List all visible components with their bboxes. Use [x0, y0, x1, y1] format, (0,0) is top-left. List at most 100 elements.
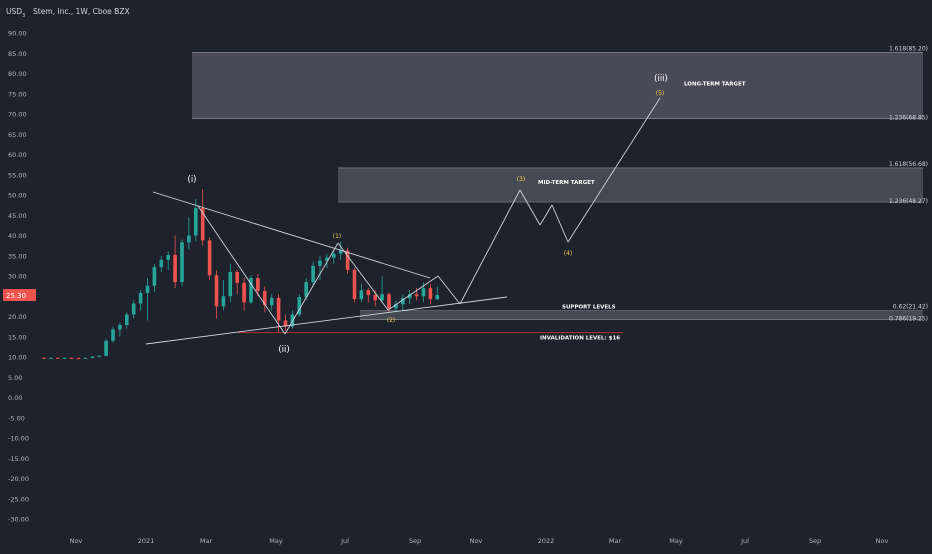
candle-body: [228, 271, 233, 297]
wave-label: (3): [517, 176, 526, 183]
candle-body: [152, 267, 157, 286]
wave-label: (i): [188, 175, 197, 185]
wave-line: [459, 189, 521, 305]
long-term-zone: [192, 52, 923, 119]
y-axis[interactable]: 90.00 85.00 80.00 75.00 70.00 65.00 60.00 55.00…: [3, 30, 36, 524]
candle-body: [118, 325, 122, 330]
candle-body: [414, 294, 419, 297]
candle-body: [366, 290, 371, 296]
candle-body: [125, 314, 129, 326]
candle-body: [428, 288, 433, 300]
candle-body: [352, 269, 357, 300]
candle-body: [200, 207, 205, 241]
wave-label: (1): [333, 233, 342, 240]
wave-line: [145, 296, 508, 345]
y-tick-label: 90.00: [8, 30, 27, 38]
candle-body: [263, 290, 267, 306]
x-tick-label: Mar: [200, 537, 213, 545]
y-tick-label: 65.00: [8, 131, 27, 139]
y-tick-label: 5.00: [8, 374, 22, 382]
wave-label: (5): [656, 90, 665, 97]
x-tick-label: Jul: [340, 537, 349, 545]
wave-label: (2): [387, 317, 396, 324]
x-tick-label: Nov: [470, 537, 483, 545]
candle-body: [194, 207, 198, 236]
wave-label: (iii): [654, 74, 668, 84]
candle-body: [104, 340, 108, 356]
candle-body: [111, 329, 115, 341]
candle-body: [187, 235, 191, 243]
candle-body: [145, 285, 150, 294]
x-tick-label: Mar: [609, 537, 622, 545]
candle-body: [380, 294, 384, 301]
candle-body: [359, 290, 364, 300]
candle-body: [76, 358, 81, 360]
candle-body: [180, 242, 184, 283]
y-tick-label: 55.00: [8, 171, 27, 179]
candle-body: [221, 296, 226, 307]
wave-line: [437, 275, 461, 305]
y-tick-label: 50.00: [8, 192, 27, 200]
candle-body: [69, 357, 74, 359]
y-tick-label: 0.00: [8, 394, 22, 402]
wave-line: [152, 191, 431, 279]
candles: [42, 188, 440, 360]
wave-line: [197, 205, 286, 335]
y-tick-label: -20.00: [8, 475, 29, 483]
y-tick-label: 45.00: [8, 212, 27, 220]
wave-line: [337, 242, 389, 311]
wave-line: [284, 242, 339, 335]
x-axis[interactable]: Nov 2021 Mar May Jul Sep Nov 2022 Mar May Jul Sep No…: [70, 537, 889, 545]
wave-line: [539, 204, 553, 226]
mid-term-zone: [338, 167, 923, 203]
wave-line: [551, 204, 569, 243]
fib-label: 1.618(85.20): [889, 45, 928, 52]
candle-body: [90, 356, 95, 358]
y-tick-label: -5.00: [8, 414, 25, 422]
x-tick-label: May: [669, 537, 683, 545]
x-tick-label: Nov: [876, 537, 889, 545]
y-tick-label: -25.00: [8, 495, 29, 503]
fib-label: 0.786(19.25): [889, 316, 928, 323]
y-tick-label: 35.00: [8, 252, 27, 260]
candle-body: [332, 253, 336, 258]
candle-body: [42, 357, 46, 359]
candle-body: [276, 297, 281, 321]
y-tick-label: 80.00: [8, 70, 27, 78]
candle-body: [235, 271, 239, 283]
candle-body: [338, 250, 343, 254]
zone-label: MID-TERM TARGET: [538, 180, 595, 186]
candle-body: [407, 294, 412, 299]
candle-body: [207, 240, 212, 276]
candle-body: [325, 257, 329, 261]
candle-body: [131, 303, 136, 315]
candle-body: [373, 295, 377, 301]
x-tick-label: Sep: [809, 537, 821, 545]
y-tick-label: 75.00: [8, 90, 27, 98]
candle-body: [421, 288, 426, 297]
candle-body: [159, 259, 164, 268]
last-price-badge: [3, 289, 36, 302]
zone-label: SUPPORT LEVELS: [562, 304, 616, 310]
support-zone: [360, 310, 923, 320]
candle-body: [242, 282, 246, 303]
chart-title: Stem, Inc., 1W, Cboe BZX: [33, 7, 130, 16]
candle-body: [401, 298, 405, 305]
candle-body: [283, 320, 288, 327]
wave-line: [519, 189, 541, 226]
wave-label: (ii): [278, 345, 289, 355]
candle-body: [249, 278, 253, 303]
candle-body: [214, 275, 219, 307]
y-tick-label: 30.00: [8, 273, 27, 281]
x-tick-label: Sep: [409, 537, 421, 545]
y-tick-label: -30.00: [8, 516, 29, 524]
candle-body: [173, 254, 177, 283]
chart-labels: 1.618(85.20) 1.236(68.85) LONG-TERM TARGET…: [188, 45, 929, 355]
candle-body: [138, 293, 143, 304]
candle-body: [62, 357, 67, 359]
zone-label: LONG-TERM TARGET: [684, 82, 746, 88]
fib-label: 0.62(21.42): [893, 304, 928, 311]
candle-body: [387, 294, 391, 309]
